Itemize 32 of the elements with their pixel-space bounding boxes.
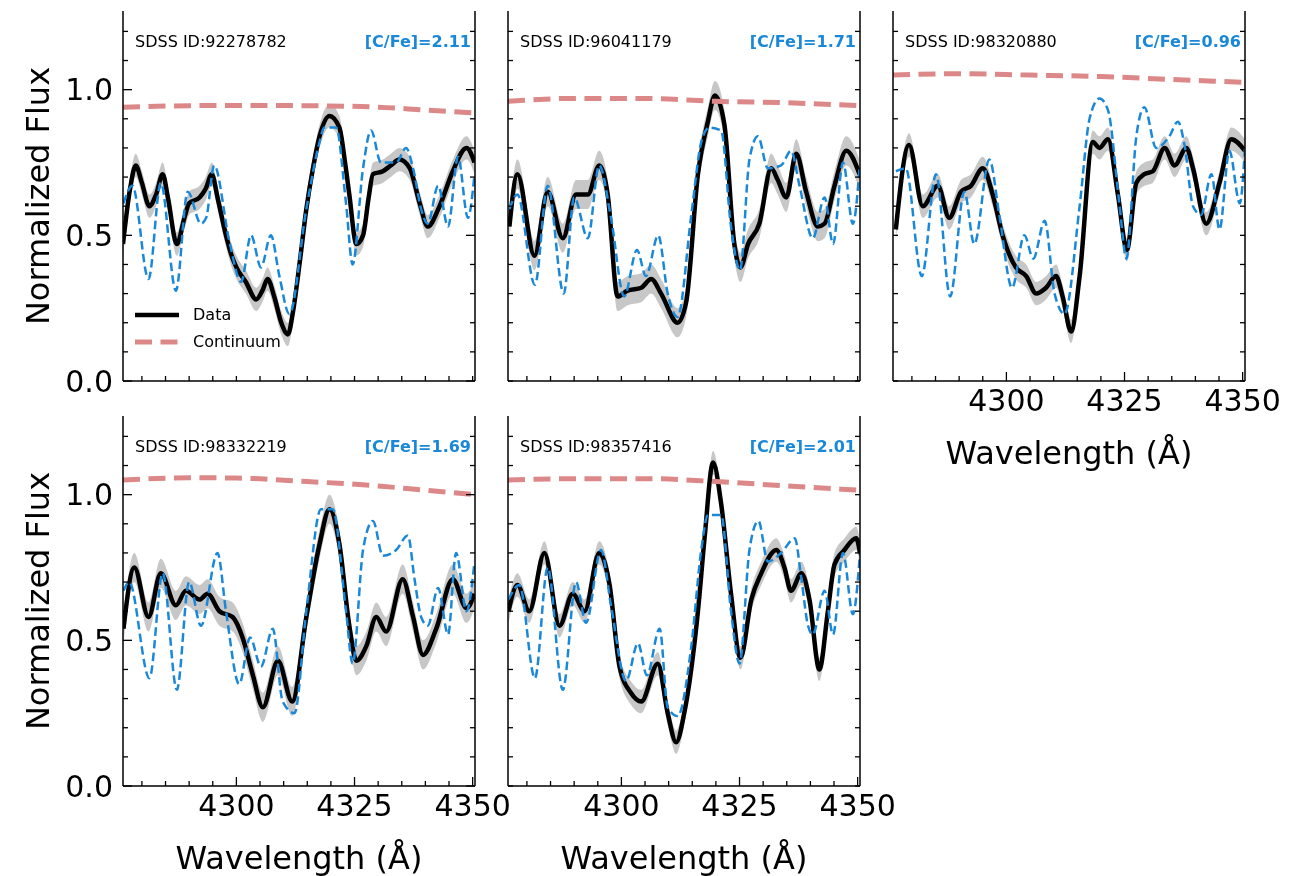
legend-label: Data: [193, 305, 232, 324]
x-tick-label: 4350: [1204, 383, 1281, 419]
y-tick-label: 1.0: [65, 477, 113, 513]
annotation: [C/Fe]=2.01: [749, 437, 856, 456]
x-tick-label: 4350: [434, 788, 511, 824]
x-tick-label: 4325: [316, 788, 393, 824]
x-axis-title: Wavelength (Å): [175, 839, 423, 876]
annotation: SDSS ID:96041179: [520, 32, 672, 51]
y-tick-label: 0.0: [65, 363, 113, 399]
x-tick-label: 4300: [968, 383, 1045, 419]
x-axis-title: Wavelength (Å): [945, 434, 1193, 472]
annotation: [C/Fe]=2.11: [364, 32, 471, 51]
y-axis-title: Normalized Flux: [19, 471, 57, 731]
annotation: SDSS ID:98320880: [905, 32, 1057, 51]
y-tick-label: 0.5: [65, 217, 113, 253]
y-tick-label: 0.0: [65, 768, 113, 804]
annotation: [C/Fe]=1.69: [364, 437, 471, 456]
x-tick-label: 4325: [701, 788, 778, 824]
x-tick-label: 4300: [583, 788, 660, 824]
y-axis-title: Normalized Flux: [19, 66, 57, 326]
x-tick-label: 4350: [819, 788, 896, 824]
x-axis-title: Wavelength (Å): [560, 839, 808, 876]
x-tick-label: 4325: [1086, 383, 1163, 419]
annotation: SDSS ID:98332219: [135, 437, 287, 456]
x-tick-label: 4300: [198, 788, 275, 824]
y-tick-label: 1.0: [65, 72, 113, 108]
y-tick-label: 0.5: [65, 622, 113, 658]
annotation: SDSS ID:98357416: [520, 437, 672, 456]
legend-label: Continuum: [193, 332, 281, 351]
annotation: SDSS ID:92278782: [135, 32, 287, 51]
annotation: [C/Fe]=0.96: [1134, 32, 1241, 51]
annotation: [C/Fe]=1.71: [749, 32, 856, 51]
